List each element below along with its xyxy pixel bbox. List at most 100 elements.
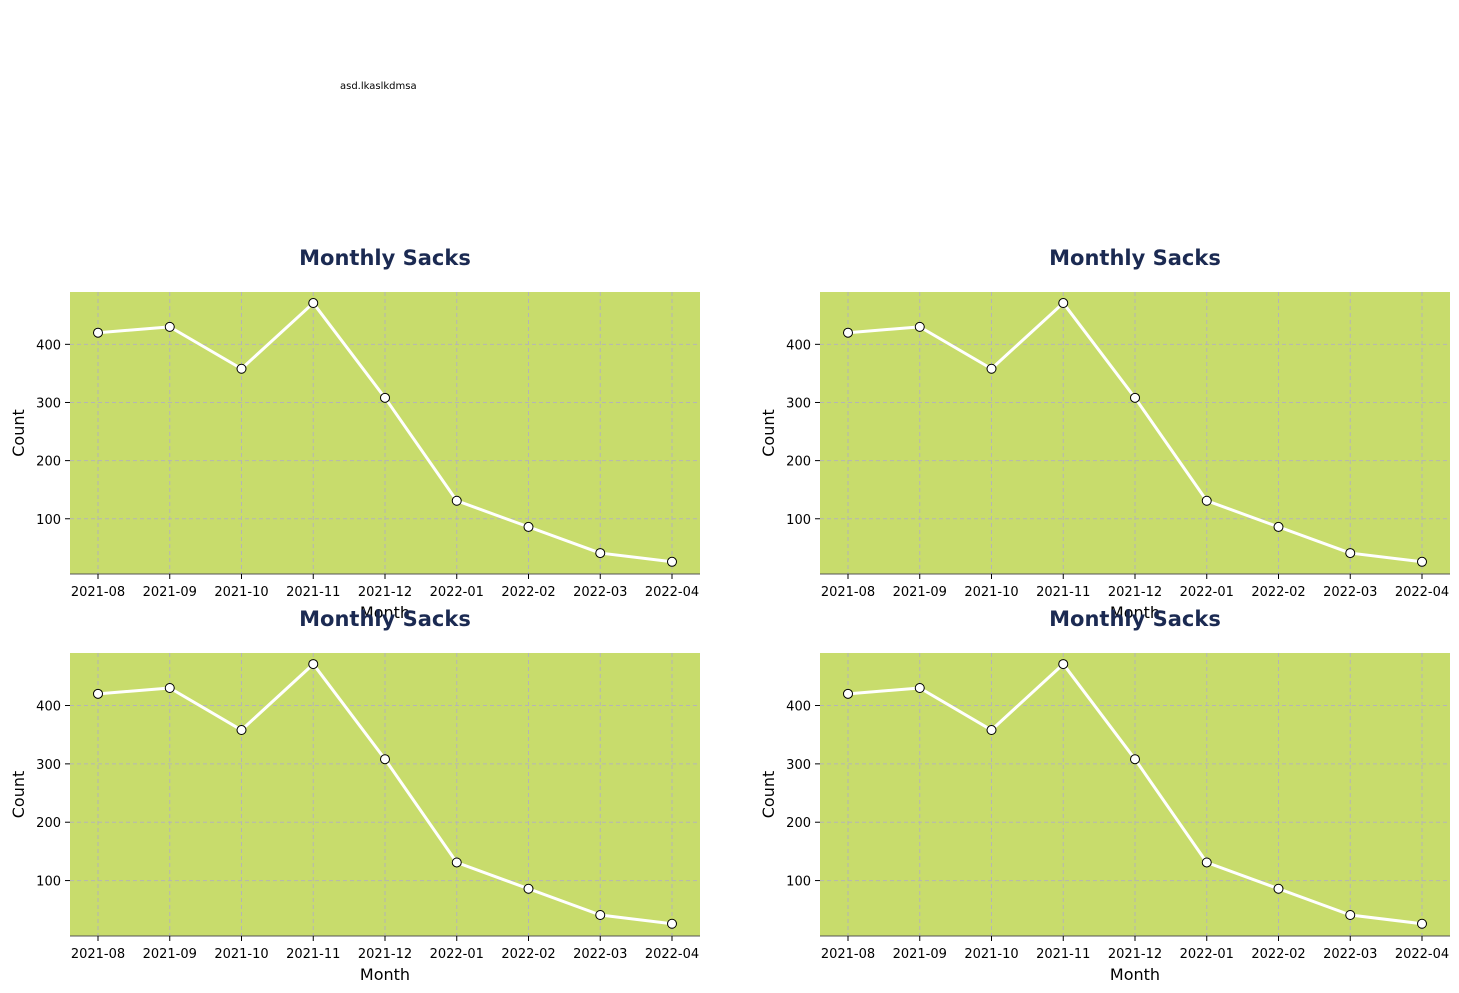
data-point bbox=[523, 521, 534, 532]
x-tick-label: 2021-08 bbox=[71, 947, 125, 962]
y-tick-label: 200 bbox=[36, 455, 61, 470]
data-point bbox=[380, 754, 390, 765]
x-axis-label: Month bbox=[1110, 965, 1160, 984]
x-tick-label: 2021-09 bbox=[143, 585, 197, 600]
data-point bbox=[667, 918, 677, 929]
data-point bbox=[1130, 754, 1140, 765]
x-tick-label: 2021-11 bbox=[286, 585, 340, 600]
y-tick-label: 100 bbox=[786, 875, 811, 890]
x-tick-label: 2021-08 bbox=[821, 947, 875, 962]
x-tick-label: 2022-03 bbox=[1323, 947, 1377, 962]
x-tick-label: 2022-02 bbox=[1251, 947, 1305, 962]
data-point bbox=[667, 556, 677, 567]
data-point bbox=[595, 548, 606, 559]
y-axis-label: Count bbox=[9, 409, 28, 457]
chart-title: Monthly Sacks bbox=[299, 246, 471, 270]
y-tick-label: 100 bbox=[786, 513, 811, 528]
data-point bbox=[1201, 495, 1212, 506]
y-tick-label: 400 bbox=[786, 700, 811, 715]
x-tick-label: 2022-01 bbox=[430, 585, 484, 600]
x-tick-label: 2021-12 bbox=[1108, 947, 1162, 962]
x-tick-label: 2021-10 bbox=[964, 947, 1018, 962]
data-point bbox=[523, 883, 534, 894]
y-tick-label: 400 bbox=[786, 338, 811, 353]
x-tick-label: 2022-01 bbox=[1180, 947, 1234, 962]
x-tick-label: 2021-08 bbox=[821, 585, 875, 600]
data-point bbox=[164, 683, 175, 694]
x-tick-label: 2021-11 bbox=[1036, 947, 1090, 962]
y-tick-label: 300 bbox=[36, 396, 61, 411]
data-point bbox=[93, 688, 103, 699]
chart-title: Monthly Sacks bbox=[1049, 607, 1221, 631]
data-point bbox=[93, 327, 103, 338]
data-point bbox=[1058, 659, 1069, 670]
y-tick-label: 100 bbox=[36, 875, 61, 890]
y-tick-label: 200 bbox=[36, 816, 61, 831]
x-tick-label: 2022-03 bbox=[1323, 585, 1377, 600]
chart-panel-2: 2021-08 2021-09 2021-10 2021-11 2021-12 2022-… bbox=[759, 246, 1450, 622]
x-tick-label: 2021-10 bbox=[964, 585, 1018, 600]
x-tick-label: 2022-04 bbox=[645, 947, 699, 962]
data-point bbox=[380, 392, 390, 403]
y-axis-label: Count bbox=[9, 771, 28, 819]
x-tick-label: 2022-03 bbox=[573, 585, 627, 600]
x-tick-label: 2022-03 bbox=[573, 947, 627, 962]
x-tick-label: 2022-02 bbox=[501, 947, 555, 962]
x-tick-label: 2022-01 bbox=[430, 947, 484, 962]
data-point bbox=[451, 495, 462, 506]
x-tick-label: 2022-01 bbox=[1180, 585, 1234, 600]
x-tick-label: 2022-04 bbox=[1395, 947, 1449, 962]
chart-title: Monthly Sacks bbox=[1049, 246, 1221, 270]
chart-title: Monthly Sacks bbox=[299, 607, 471, 631]
data-point bbox=[595, 909, 606, 920]
x-tick-label: 2022-04 bbox=[645, 585, 699, 600]
x-tick-label: 2021-12 bbox=[358, 947, 412, 962]
x-tick-label: 2022-04 bbox=[1395, 585, 1449, 600]
y-tick-label: 400 bbox=[36, 700, 61, 715]
x-tick-label: 2021-12 bbox=[1108, 585, 1162, 600]
annotation-text: asd.lkaslkdmsa bbox=[340, 81, 417, 92]
y-tick-label: 300 bbox=[786, 396, 811, 411]
data-point bbox=[236, 725, 247, 736]
chart-panel-1: 2021-08 2021-09 2021-10 2021-11 2021-12 2022-… bbox=[9, 246, 700, 622]
data-point bbox=[1417, 918, 1427, 929]
x-tick-label: 2021-09 bbox=[143, 947, 197, 962]
data-point bbox=[1345, 548, 1356, 559]
data-point bbox=[914, 321, 925, 332]
data-point bbox=[843, 327, 853, 338]
x-axis-label: Month bbox=[360, 603, 410, 622]
x-tick-label: 2022-02 bbox=[501, 585, 555, 600]
data-point bbox=[1273, 521, 1284, 532]
data-point bbox=[236, 363, 247, 374]
x-tick-label: 2021-10 bbox=[214, 585, 268, 600]
x-tick-label: 2021-12 bbox=[358, 585, 412, 600]
data-point bbox=[986, 363, 997, 374]
x-axis-label: Month bbox=[360, 965, 410, 984]
data-point bbox=[1130, 392, 1140, 403]
x-tick-label: 2021-09 bbox=[893, 585, 947, 600]
data-point bbox=[986, 725, 997, 736]
chart-panel-3: 2021-08 2021-09 2021-10 2021-11 2021-12 2022-… bbox=[9, 607, 700, 984]
data-point bbox=[1201, 857, 1212, 868]
x-tick-label: 2021-11 bbox=[1036, 585, 1090, 600]
data-point bbox=[1058, 298, 1069, 309]
chart-panel-4: 2021-08 2021-09 2021-10 2021-11 2021-12 2022-… bbox=[759, 607, 1450, 984]
y-tick-label: 200 bbox=[786, 816, 811, 831]
data-point bbox=[914, 683, 925, 694]
data-point bbox=[1417, 556, 1427, 567]
data-point bbox=[843, 688, 853, 699]
data-point bbox=[1345, 909, 1356, 920]
x-axis-label: Month bbox=[1110, 603, 1160, 622]
y-tick-label: 300 bbox=[36, 758, 61, 773]
x-tick-label: 2021-11 bbox=[286, 947, 340, 962]
y-axis-label: Count bbox=[759, 409, 778, 457]
data-point bbox=[308, 659, 319, 670]
x-tick-label: 2021-10 bbox=[214, 947, 268, 962]
data-point bbox=[451, 857, 462, 868]
data-point bbox=[164, 321, 175, 332]
x-tick-label: 2022-02 bbox=[1251, 585, 1305, 600]
y-tick-label: 200 bbox=[786, 455, 811, 470]
y-axis-label: Count bbox=[759, 771, 778, 819]
x-tick-label: 2021-09 bbox=[893, 947, 947, 962]
